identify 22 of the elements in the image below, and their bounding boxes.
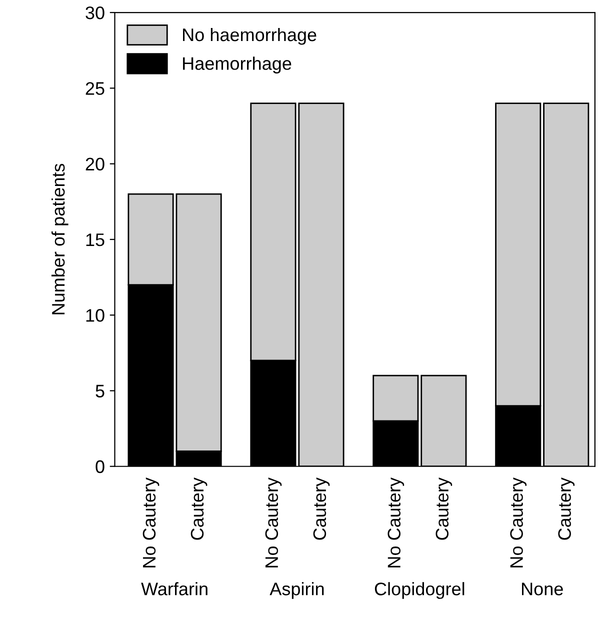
legend-label: Haemorrhage bbox=[183, 56, 292, 74]
y-tick-label: 30 bbox=[86, 6, 104, 20]
x-tick-label: Cautery bbox=[313, 478, 330, 540]
y-tick-label: 0 bbox=[96, 460, 104, 474]
y-tick-label: 5 bbox=[96, 384, 104, 398]
y-axis-title: Number of patients bbox=[51, 164, 68, 314]
x-tick-label: Cautery bbox=[558, 478, 575, 540]
x-tick-label: No Cautery bbox=[265, 478, 282, 568]
y-tick-label: 15 bbox=[86, 234, 104, 246]
y-tick-label: 25 bbox=[86, 82, 104, 95]
text: Clopidogrel bbox=[374, 582, 464, 599]
text: None bbox=[522, 582, 563, 596]
x-tick-label: No Cautery bbox=[510, 478, 527, 568]
x-tick-label: Cautery bbox=[190, 478, 208, 540]
x-tick-label: No Cautery bbox=[142, 478, 160, 568]
y-tick-label: 10 bbox=[86, 309, 104, 322]
text: Aspirin bbox=[270, 582, 324, 599]
x-tick-label: Cautery bbox=[436, 478, 452, 540]
y-tick-label: 20 bbox=[86, 158, 104, 171]
text: Warfarin bbox=[141, 582, 208, 596]
x-tick-label: No Cautery bbox=[388, 478, 404, 568]
legend-label: No haemorrhage bbox=[183, 28, 316, 45]
